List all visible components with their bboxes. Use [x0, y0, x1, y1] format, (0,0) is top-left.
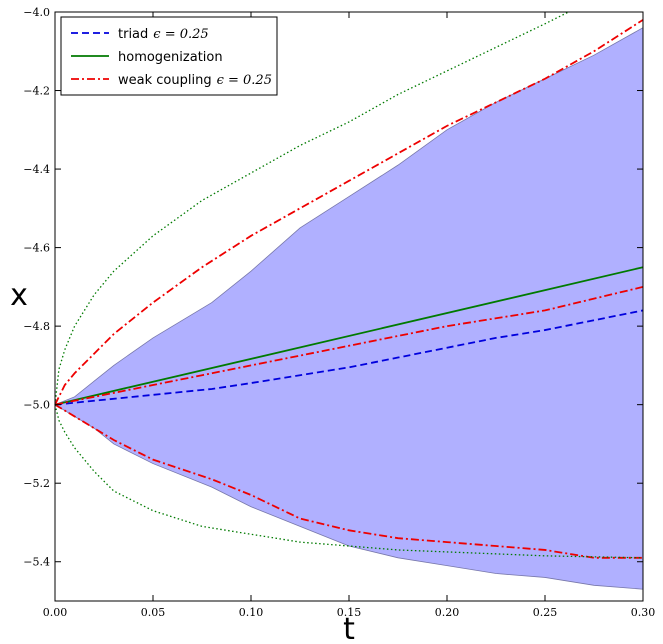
x-tick-label: 0.15: [337, 606, 362, 619]
y-tick-label: −5.4: [23, 556, 50, 569]
series-lines-layer: [55, 12, 643, 559]
legend-entry: homogenization: [118, 50, 223, 65]
y-tick-label: −4.0: [23, 6, 50, 19]
x-tick-label: 0.05: [141, 606, 166, 619]
weak-coupling-lower-envelope-line: [55, 403, 643, 559]
y-tick-label: −5.0: [23, 399, 50, 412]
x-tick-label: 0.30: [631, 606, 656, 619]
homogenization-upper-envelope-line: [55, 12, 569, 405]
y-axis-label: x: [10, 278, 28, 313]
y-tick-label: −4.4: [23, 163, 50, 176]
x-tick-label: 0.20: [435, 606, 460, 619]
x-tick-label: 0.10: [239, 606, 264, 619]
triad-series-line: [55, 309, 643, 406]
x-axis-label: t: [343, 612, 355, 644]
y-tick-label: −4.2: [23, 85, 50, 98]
weak-coupling-upper-envelope-line: [55, 19, 643, 406]
x-tick-label: 0.00: [43, 606, 68, 619]
legend-entry: triad ϵ = 0.25: [118, 27, 209, 42]
confidence-band-layer: [54, 27, 644, 590]
weak-coupling-series-line: [55, 285, 643, 406]
axis-ticks-layer: 0.00 0.05 0.10 0.15 0.20 0.25 0.30 −4.0 −4.2 −4.4…: [23, 6, 655, 619]
y-tick-label: −4.8: [23, 320, 50, 333]
legend: triad ϵ = 0.25 homogenization weak coupling…: [60, 16, 278, 96]
y-tick-label: −4.6: [23, 242, 50, 255]
spread-band: [54, 27, 644, 590]
legend-entry: weak coupling ϵ = 0.25: [118, 73, 272, 88]
x-tick-label: 0.25: [533, 606, 558, 619]
homogenization-series-line: [55, 266, 643, 406]
y-tick-label: −5.2: [23, 477, 50, 490]
